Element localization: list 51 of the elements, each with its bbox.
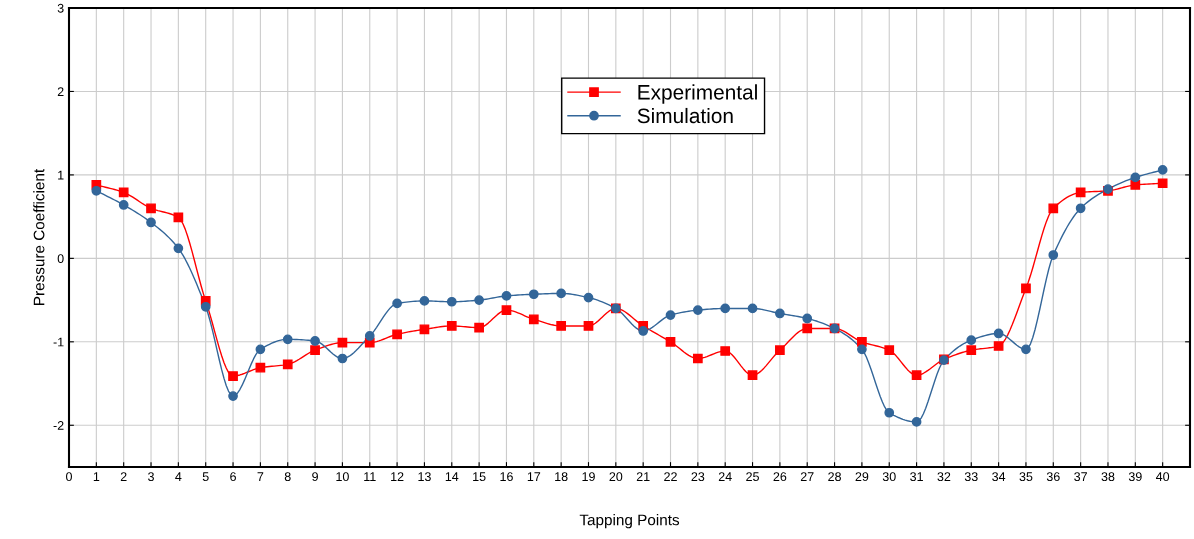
x-tick-label: 16 <box>500 472 513 482</box>
x-tick-label: 20 <box>609 472 623 482</box>
x-tick-label: 14 <box>445 472 459 481</box>
x-tick-label: 26 <box>773 472 787 482</box>
x-tick-label: 38 <box>1101 472 1115 482</box>
y-tick-label: 1 <box>58 170 64 180</box>
x-tick-label: 33 <box>964 472 978 482</box>
y-axis-title: Pressure Coefficient <box>33 168 45 305</box>
x-tick-label: 28 <box>828 472 841 482</box>
x-tick-label: 15 <box>473 472 486 482</box>
x-tick-label: 27 <box>800 472 814 481</box>
x-tick-label: 9 <box>312 472 318 482</box>
x-tick-label: 23 <box>691 472 705 482</box>
x-tick-label: 12 <box>391 472 404 481</box>
x-tick-label: 40 <box>1155 472 1170 482</box>
x-tick-label: 8 <box>284 472 291 482</box>
x-tick-label: 36 <box>1046 472 1060 482</box>
legend-label: Experimental <box>638 84 757 104</box>
x-tick-label: 11 <box>364 472 376 481</box>
x-tick-label: 0 <box>66 472 72 482</box>
x-tick-label: 13 <box>418 472 431 482</box>
x-tick-label: 35 <box>1019 472 1033 482</box>
x-tick-label: 3 <box>148 472 154 482</box>
y-tick-label: 0 <box>57 254 64 264</box>
x-tick-label: 19 <box>582 472 595 482</box>
x-tick-label: 1 <box>93 472 100 481</box>
x-tick-label: 30 <box>882 472 896 482</box>
x-tick-label: 29 <box>855 472 869 482</box>
x-tick-label: 25 <box>746 472 759 482</box>
x-tick-label: 39 <box>1128 472 1142 482</box>
x-tick-label: 4 <box>175 472 182 481</box>
x-tick-label: 17 <box>527 472 541 481</box>
y-tick-label: 2 <box>57 87 64 96</box>
x-tick-label: 2 <box>120 472 127 481</box>
legend-label: Simulation <box>637 107 733 124</box>
x-tick-label: 37 <box>1074 472 1087 482</box>
x-tick-label: 22 <box>664 472 677 481</box>
x-tick-label: 34 <box>992 472 1006 482</box>
x-tick-label: 18 <box>555 472 568 482</box>
x-tick-label: 6 <box>230 472 236 482</box>
x-tick-label: 7 <box>257 472 264 481</box>
x-tick-label: 24 <box>718 472 732 481</box>
y-tick-label: 3 <box>57 3 64 13</box>
x-tick-label: 32 <box>937 472 951 482</box>
y-tick-label: -2 <box>53 421 64 430</box>
x-tick-label: 10 <box>336 472 349 482</box>
x-tick-label: 21 <box>636 472 650 481</box>
y-tick-label: -1 <box>53 337 64 347</box>
x-axis-title: Tapping Points <box>579 514 680 529</box>
x-tick-label: 31 <box>910 472 923 482</box>
x-tick-label: 5 <box>202 472 209 482</box>
